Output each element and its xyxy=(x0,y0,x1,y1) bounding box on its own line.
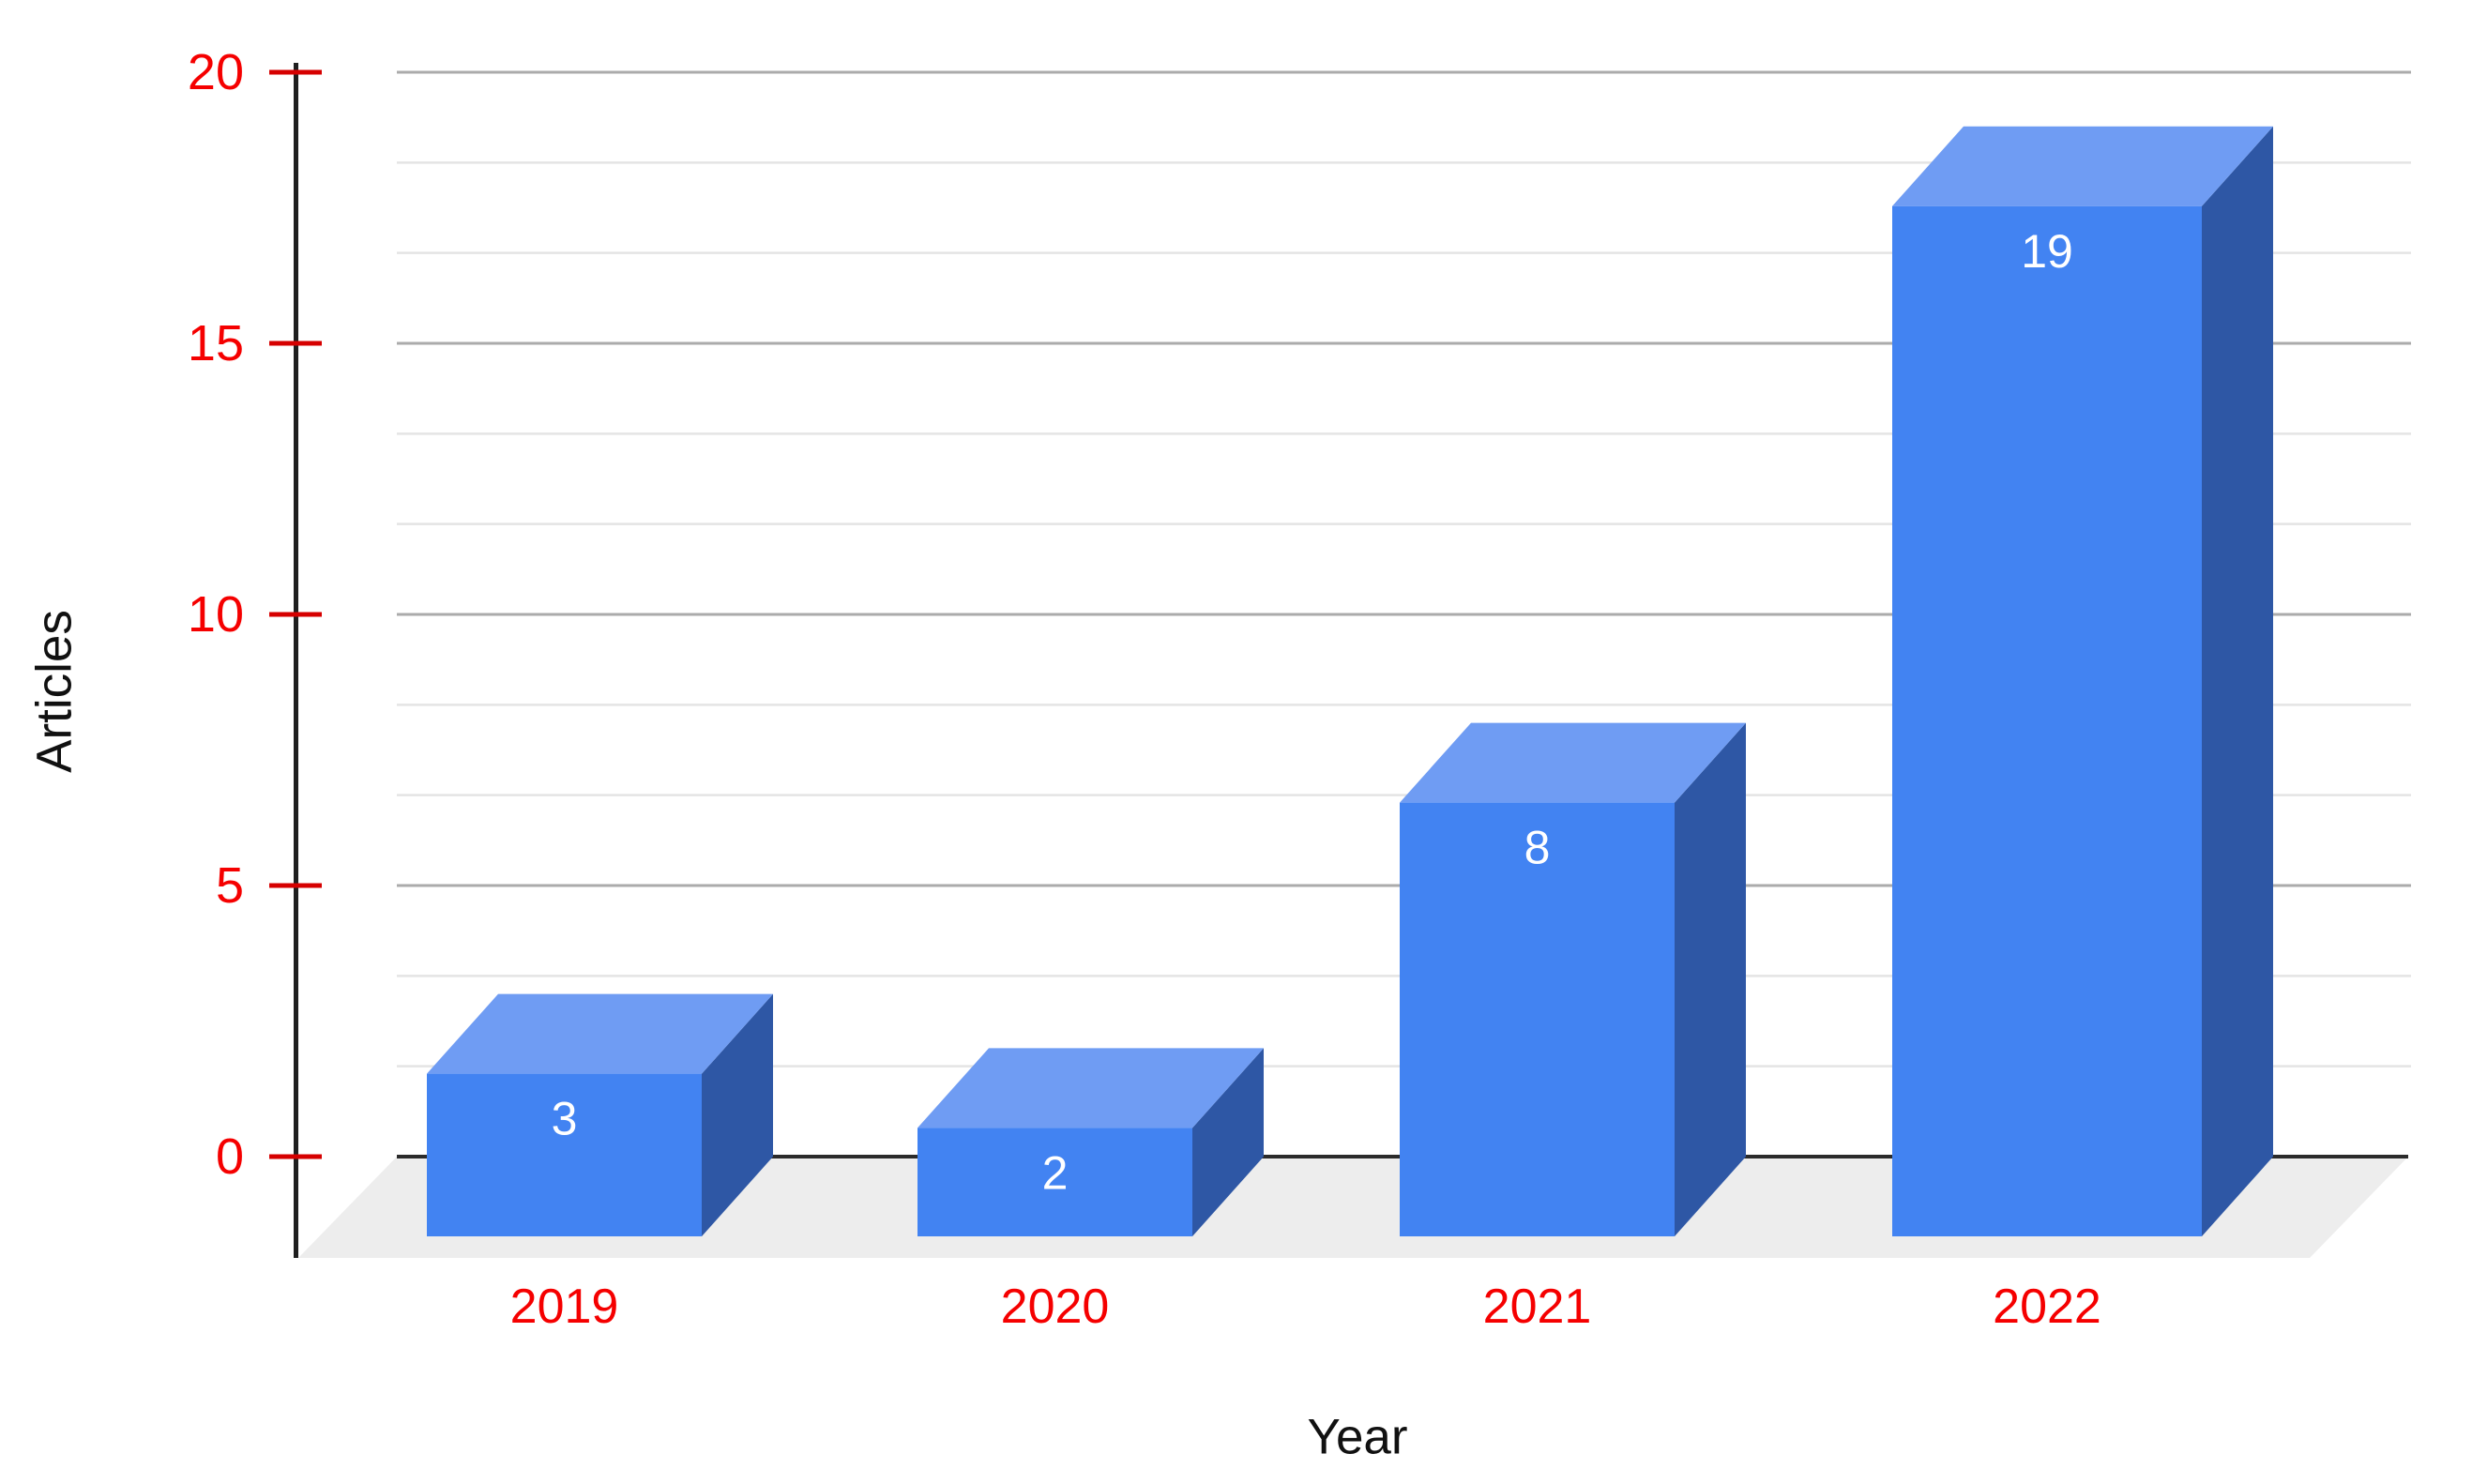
bar-top-face xyxy=(1400,722,1746,803)
y-tick-label: 0 xyxy=(216,1128,244,1185)
bar-front-face xyxy=(1892,205,2202,1236)
bar-side-face xyxy=(1192,1048,1264,1236)
y-tick-label: 5 xyxy=(216,857,244,914)
x-axis-label-2022: 2022 xyxy=(1993,1280,2101,1334)
bar-front-face xyxy=(427,1073,702,1236)
bar-side-face xyxy=(2202,126,2273,1236)
bar-top-face xyxy=(1892,126,2273,206)
y-axis-ticks-layer: 0 5 10 15 20 xyxy=(188,44,322,1185)
bar-value-label: 3 xyxy=(552,1093,578,1145)
bars-layer: 3 2 8 19 xyxy=(427,126,2273,1236)
y-axis-title: Articles xyxy=(27,610,83,773)
chart-floor xyxy=(298,1157,2408,1258)
bar-side-face xyxy=(702,993,773,1236)
bar-front-face xyxy=(918,1128,1192,1236)
x-axis-label-2021: 2021 xyxy=(1483,1280,1592,1334)
bar-2020[interactable]: 2 xyxy=(918,1048,1264,1236)
y-tick-label: 15 xyxy=(188,315,244,371)
bar-2022[interactable]: 19 xyxy=(1892,126,2273,1236)
y-tick-label: 20 xyxy=(188,44,244,100)
x-axis-label-2020: 2020 xyxy=(1001,1280,1110,1334)
bar-top-face xyxy=(918,1048,1264,1128)
bar-2021[interactable]: 8 xyxy=(1400,722,1746,1236)
x-axis-title: Year xyxy=(1307,1410,1407,1465)
bar-side-face xyxy=(1675,722,1746,1236)
bar-front-face xyxy=(1400,802,1675,1236)
x-axis-labels-layer: 2019 2020 2021 2022 xyxy=(510,1280,2101,1334)
x-axis-label-2019: 2019 xyxy=(510,1280,619,1334)
bar-value-label: 2 xyxy=(1042,1146,1069,1199)
y-tick-label: 10 xyxy=(188,586,244,643)
bar-top-face xyxy=(427,993,773,1074)
bar-value-label: 8 xyxy=(1524,822,1551,874)
bar-value-label: 19 xyxy=(2021,225,2073,278)
bar-2019[interactable]: 3 xyxy=(427,993,773,1236)
